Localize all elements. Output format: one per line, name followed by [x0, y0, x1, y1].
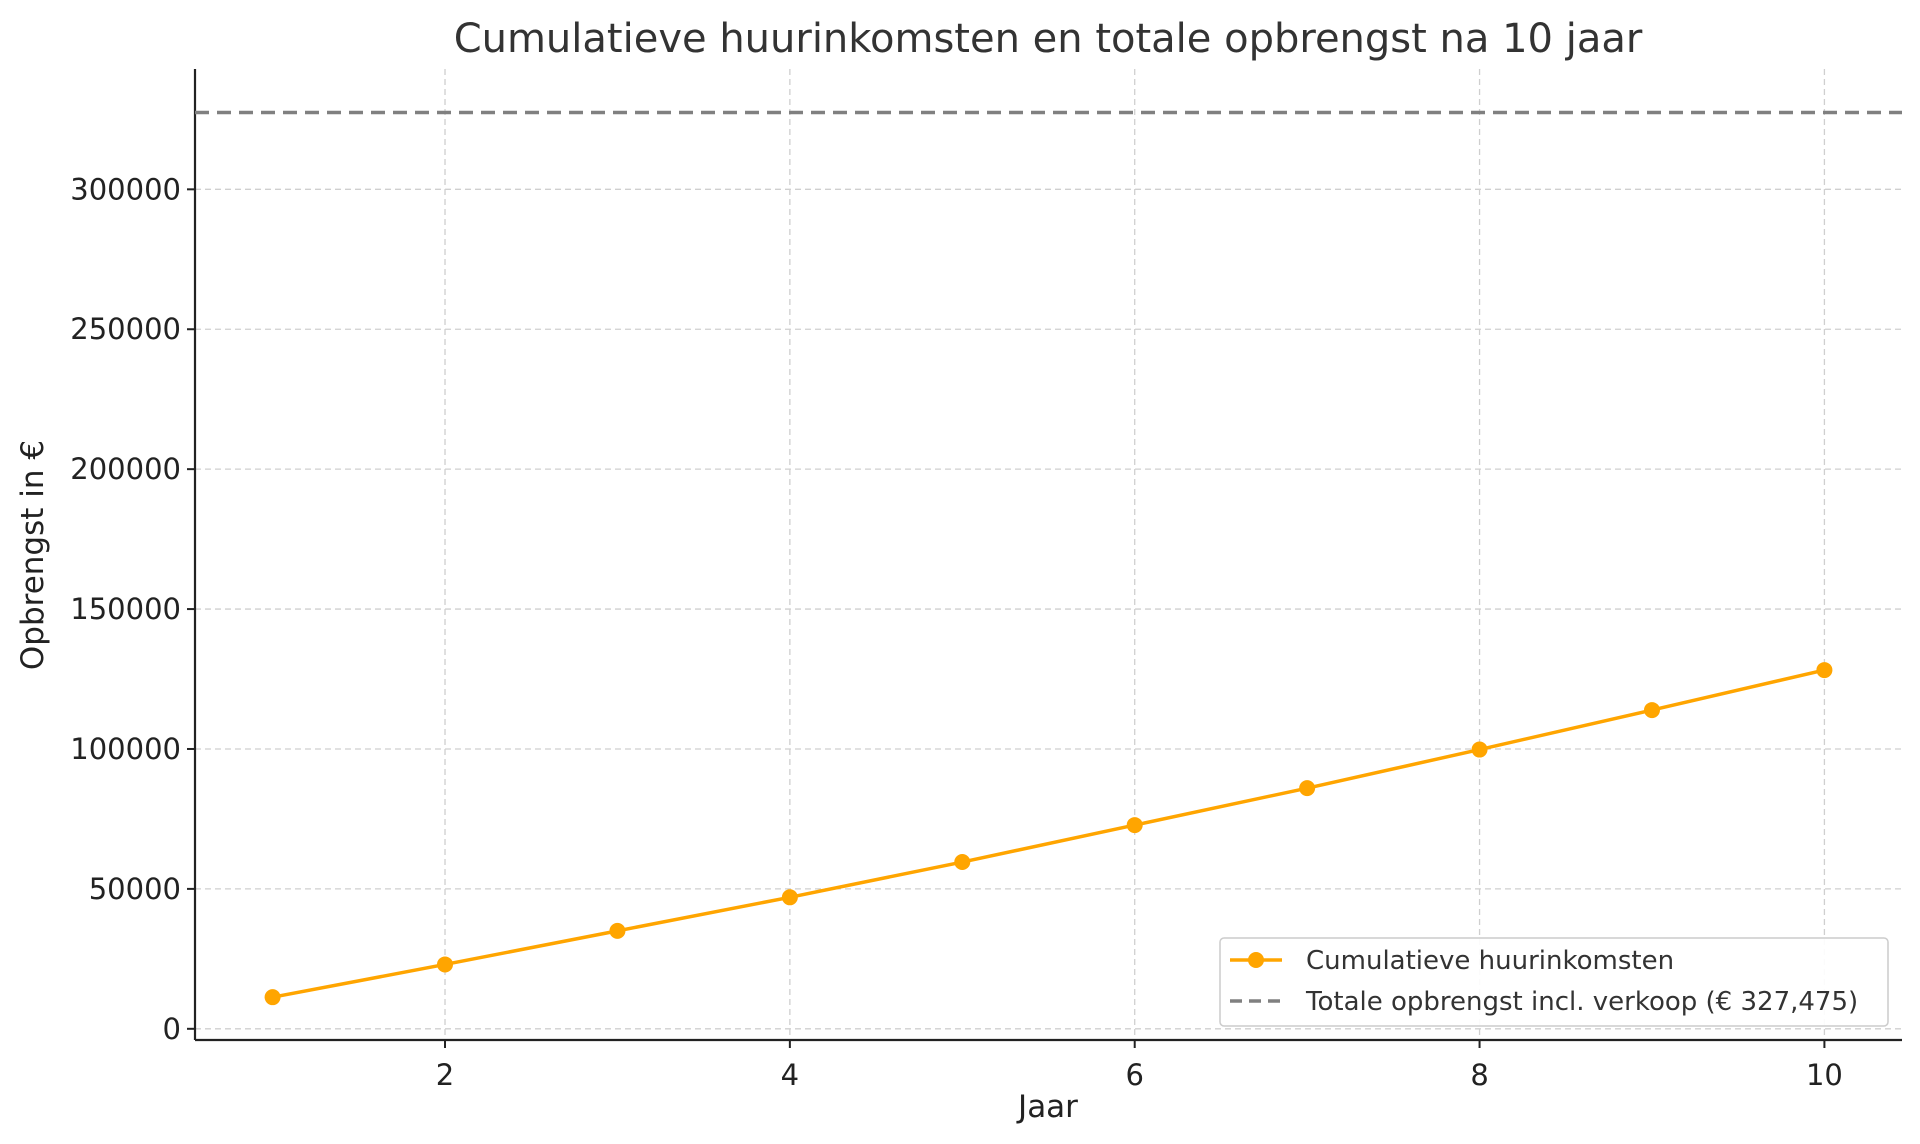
legend-marker-cumulative-rent [1248, 952, 1264, 968]
x-tick-label: 8 [1470, 1058, 1488, 1092]
y-axis-label: Opbrengst in € [15, 440, 51, 670]
chart-title: Cumulatieve huurinkomsten en totale opbr… [454, 16, 1643, 62]
cumulative-rent-point [954, 854, 971, 871]
y-tick-label: 300000 [70, 172, 181, 206]
cumulative-rent-point [609, 922, 626, 939]
legend-label-total-return: Totale opbrengst incl. verkoop (€ 327,47… [1305, 987, 1858, 1017]
cumulative-rent-point [781, 889, 798, 906]
cumulative-rent-point [1299, 780, 1316, 797]
legend: Cumulatieve huurinkomsten Totale opbreng… [1219, 937, 1889, 1027]
cumulative-rent-point [1126, 817, 1143, 834]
x-axis-label: Jaar [1016, 1089, 1078, 1125]
x-tick-label: 2 [436, 1058, 454, 1092]
cumulative-rent-point [1643, 702, 1660, 719]
y-tick-label: 0 [163, 1012, 181, 1046]
legend-label-cumulative-rent: Cumulatieve huurinkomsten [1306, 946, 1674, 976]
y-tick-label: 200000 [70, 452, 181, 486]
axes-layer [193, 69, 1902, 1042]
y-tick-label: 50000 [89, 872, 181, 906]
x-tick-label: 6 [1125, 1058, 1143, 1092]
cumulative-rent-point [1471, 741, 1488, 758]
x-tick-label: 10 [1806, 1058, 1843, 1092]
cumulative-rent-point [437, 956, 454, 973]
series-layer [195, 110, 1902, 1006]
cumulative-rent-point [1816, 662, 1833, 679]
y-tick-label: 150000 [70, 592, 181, 626]
y-tick-label: 250000 [70, 312, 181, 346]
cumulative-rent-line [272, 668, 1825, 999]
ticks-layer: 2 4 6 8 10 0 50000 100000 150000 200000 250000 3000… [70, 172, 1843, 1092]
y-tick-label: 100000 [70, 732, 181, 766]
cumulative-rent-point [264, 989, 281, 1006]
x-tick-label: 4 [781, 1058, 799, 1092]
grid-layer [195, 69, 1902, 1040]
legend-box [1219, 937, 1889, 1027]
